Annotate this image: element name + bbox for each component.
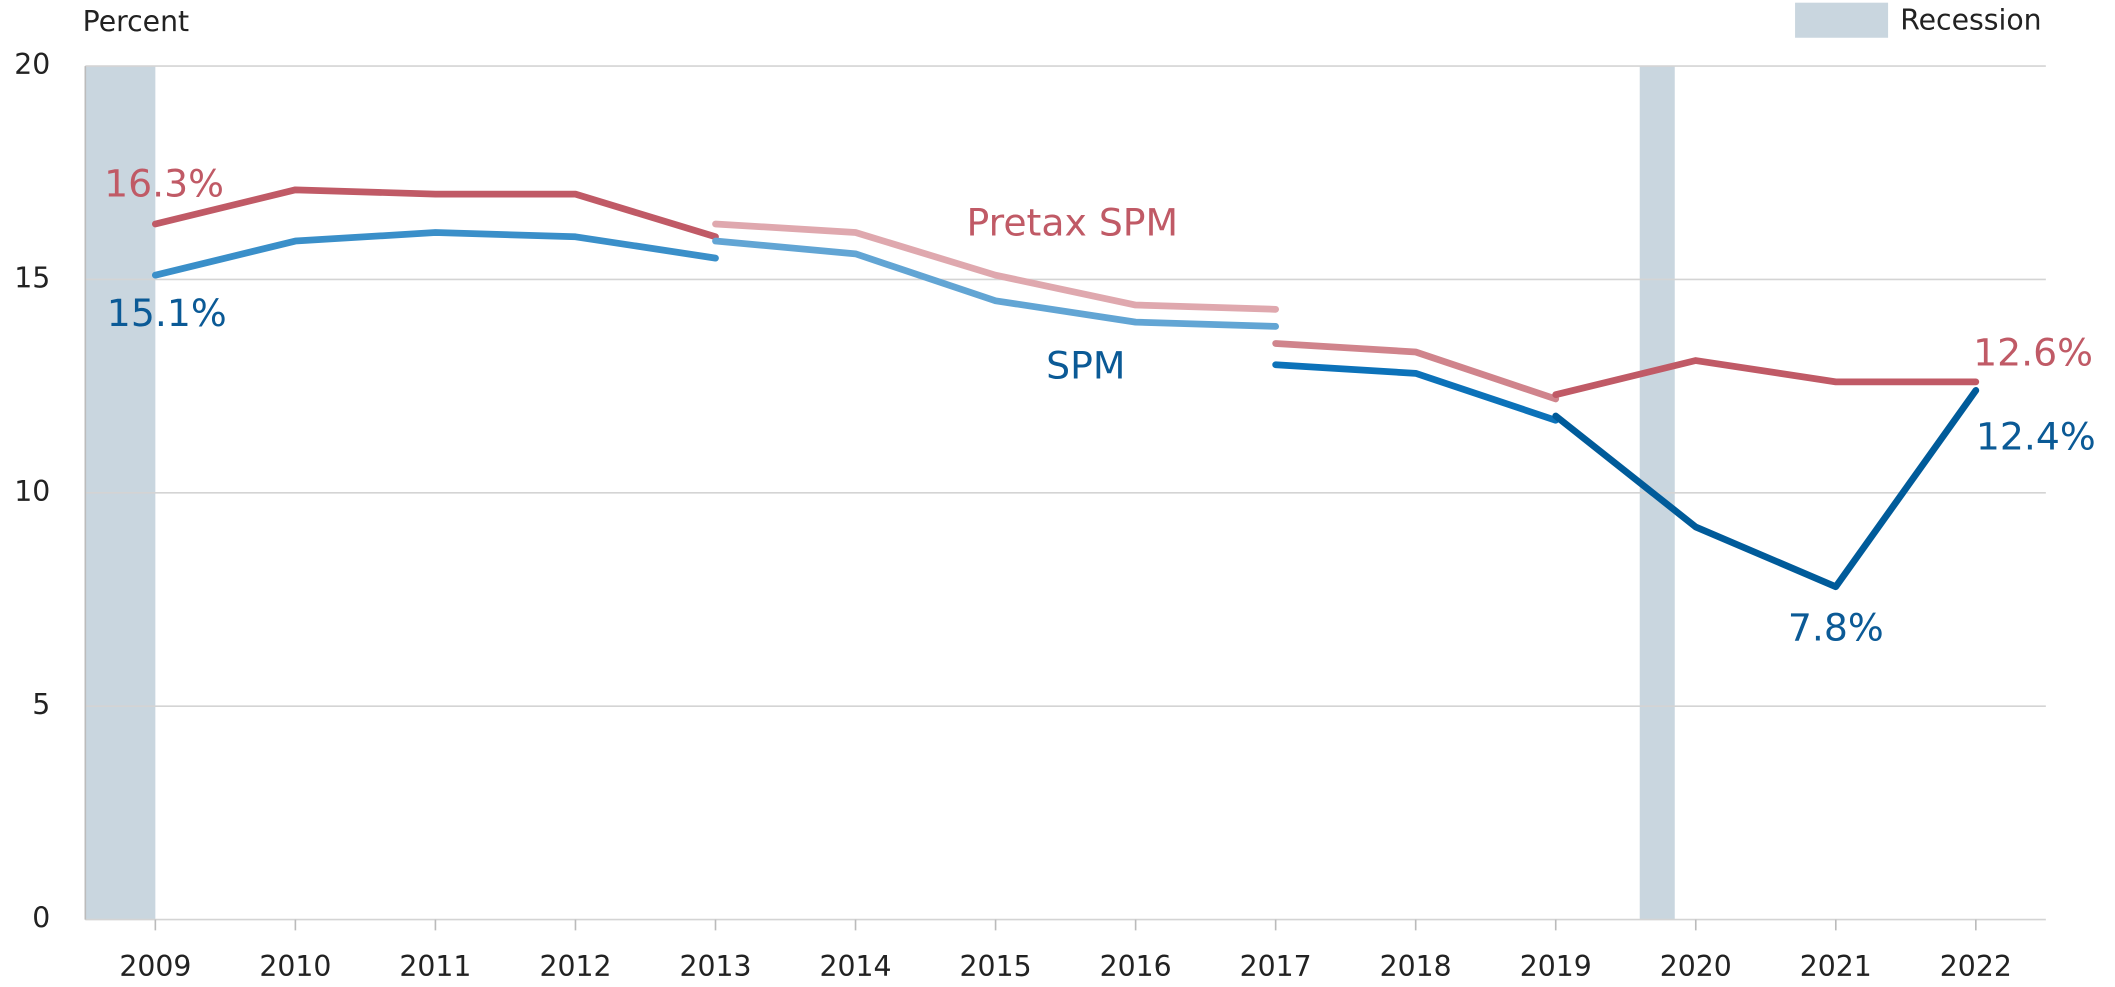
x-tick-label: 2011 [399,950,471,983]
series-label: Pretax SPM [967,201,1179,245]
series-line [712,220,1280,313]
x-tick-label: 2014 [820,950,892,983]
y-axis-label: Percent [83,5,189,38]
data-label: 7.8% [1788,605,1884,649]
series-line [712,237,1280,330]
x-tick-label: 2013 [679,950,751,983]
x-tick-label: 2017 [1240,950,1312,983]
x-tick-label: 2021 [1800,950,1872,983]
legend-label: Recession [1900,4,2041,37]
y-tick-label: 10 [14,475,50,508]
series-line [1552,387,1980,591]
y-tick-label: 15 [14,261,50,294]
series-line [1552,357,1980,399]
y-tick-label: 5 [32,688,50,721]
series-line [151,229,719,279]
series-line [1272,361,1560,424]
data-label: 12.4% [1976,414,2096,458]
data-label: 12.6% [1973,330,2093,374]
legend-swatch [1795,2,1889,38]
x-tick-label: 2009 [119,950,191,983]
x-tick-label: 2016 [1100,950,1172,983]
x-tick-label: 2012 [539,950,611,983]
series-line [151,186,719,241]
x-tick-label: 2010 [259,950,331,983]
x-tick-label: 2022 [1940,950,2012,983]
data-label: 16.3% [104,162,224,206]
data-label: 15.1% [107,291,227,335]
x-tick-label: 2018 [1380,950,1452,983]
x-tick-label: 2020 [1660,950,1732,983]
x-tick-label: 2019 [1520,950,1592,983]
series-line [1272,340,1560,403]
x-tick-label: 2015 [960,950,1032,983]
series-label: SPM [1046,344,1125,388]
y-tick-label: 0 [32,902,50,935]
y-tick-label: 20 [14,48,50,81]
